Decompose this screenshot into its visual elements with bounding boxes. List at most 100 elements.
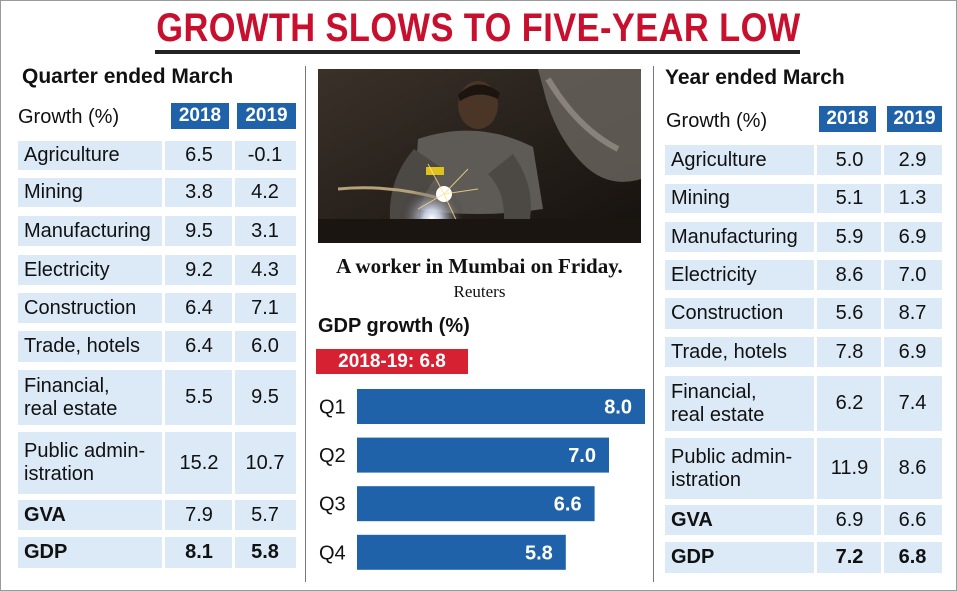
column-separator xyxy=(232,141,235,170)
column-separator xyxy=(881,505,884,535)
photo-caption-text: A worker in Mumbai on Friday. xyxy=(336,254,623,278)
row-label: Trade, hotels xyxy=(671,340,787,363)
column-separator xyxy=(162,216,165,246)
row-label: Electricity xyxy=(24,258,110,281)
column-separator xyxy=(814,505,817,535)
column-separator xyxy=(814,438,817,499)
gdp-annual-badge: 2018-19: 6.8 xyxy=(316,349,468,374)
value-2019: 10.7 xyxy=(245,451,285,474)
column-separator xyxy=(814,184,817,213)
value-2018: 7.9 xyxy=(185,503,213,526)
table-row: Construction 5.6 8.7 xyxy=(665,298,942,329)
column-separator xyxy=(881,337,884,367)
worker-photo xyxy=(318,69,641,243)
column-separator xyxy=(232,370,235,425)
value-2018: 15.2 xyxy=(179,451,219,474)
value-2019: 5.8 xyxy=(251,541,279,563)
table-row: Manufacturing 9.5 3.1 xyxy=(18,216,296,246)
year-growth-label: Growth (%) xyxy=(666,110,768,132)
table-row: Public admin- istration 15.2 10.7 xyxy=(18,432,296,494)
value-2018: 6.9 xyxy=(835,508,864,531)
column-separator xyxy=(814,145,817,175)
column-separator xyxy=(232,432,235,494)
table-row: Construction 6.4 7.1 xyxy=(18,293,296,323)
column-separator xyxy=(232,293,235,323)
table-row: Electricity 8.6 7.0 xyxy=(665,260,942,290)
worker-photo-illustration xyxy=(318,69,641,243)
row-label: Agriculture xyxy=(671,148,767,171)
value-2019: -0.1 xyxy=(247,144,283,166)
table-row: GVA 6.9 6.6 xyxy=(665,505,942,535)
bar-value-label: 6.6 xyxy=(554,494,582,516)
row-label: Construction xyxy=(671,302,784,324)
table-row: Agriculture 5.0 2.9 xyxy=(665,145,942,175)
column-separator xyxy=(162,370,165,425)
column-separator xyxy=(881,438,884,499)
column-separator xyxy=(162,432,165,494)
column-separator xyxy=(162,331,165,362)
value-2018: 5.0 xyxy=(835,148,864,171)
value-2019: 9.5 xyxy=(251,386,279,408)
column-separator xyxy=(162,500,165,530)
row-label: Mining xyxy=(671,187,730,209)
table-row: GVA 7.9 5.7 xyxy=(18,500,296,530)
table-row: Mining 3.8 4.2 xyxy=(18,178,296,207)
gdp-bar xyxy=(357,389,645,424)
value-2018: 6.5 xyxy=(185,144,213,166)
quarter-year-2018-badge: 2018 xyxy=(171,103,229,129)
column-separator xyxy=(814,260,817,290)
row-label: Electricity xyxy=(671,263,757,286)
column-separator xyxy=(814,376,817,431)
column-separator xyxy=(881,260,884,290)
column-separator xyxy=(232,500,235,530)
row-label: Public admin- istration xyxy=(671,445,793,491)
column-separator xyxy=(881,542,884,573)
value-2019: 6.9 xyxy=(898,225,927,248)
value-2018: 11.9 xyxy=(830,457,869,479)
column-separator xyxy=(232,178,235,207)
table-row: Financial, real estate 5.5 9.5 xyxy=(18,370,296,425)
value-2019: 8.7 xyxy=(898,302,927,324)
value-2019: 2.9 xyxy=(898,148,927,171)
divider-right xyxy=(653,66,654,582)
value-2019: 6.6 xyxy=(898,508,927,531)
bar-category-label: Q1 xyxy=(319,397,346,419)
value-2019: 3.1 xyxy=(251,219,279,242)
column-separator xyxy=(232,255,235,285)
gdp-bar xyxy=(357,486,595,522)
gdp-bar xyxy=(357,437,609,473)
column-separator xyxy=(881,222,884,252)
row-label: GDP xyxy=(24,541,68,563)
value-2019: 7.4 xyxy=(898,392,927,414)
divider-left xyxy=(305,66,306,582)
year-year-2018-badge: 2018 xyxy=(819,106,876,132)
value-2018: 7.2 xyxy=(835,546,864,568)
column-separator xyxy=(162,293,165,323)
table-row: Electricity 9.2 4.3 xyxy=(18,255,296,285)
row-label: Trade, hotels xyxy=(24,335,140,357)
table-row: Public admin- istration 11.9 8.6 xyxy=(665,438,942,499)
row-label: Manufacturing xyxy=(24,219,151,242)
value-2019: 6.9 xyxy=(898,340,927,363)
value-2018: 5.1 xyxy=(835,187,864,209)
value-2018: 9.5 xyxy=(185,219,213,242)
value-2018: 9.2 xyxy=(185,258,213,281)
bar-value-label: 5.8 xyxy=(525,542,553,564)
column-separator xyxy=(162,141,165,170)
column-separator xyxy=(814,222,817,252)
value-2019: 7.0 xyxy=(898,263,927,286)
row-label: Construction xyxy=(24,296,137,319)
value-2019: 4.2 xyxy=(251,181,279,203)
value-2018: 6.2 xyxy=(835,392,864,414)
year-year-2019-badge: 2019 xyxy=(887,106,942,132)
value-2019: 6.0 xyxy=(251,335,279,357)
column-separator xyxy=(232,537,235,568)
gdp-bar-chart: Q1 8.0 Q2 7.0 Q3 6.6 Q4 5.8 xyxy=(319,389,645,570)
column-separator xyxy=(814,337,817,367)
value-2018: 6.4 xyxy=(185,296,213,319)
row-label: Agriculture xyxy=(24,144,120,166)
column-separator xyxy=(232,216,235,246)
value-2019: 7.1 xyxy=(251,296,279,319)
column-separator xyxy=(162,178,165,207)
value-2018: 7.8 xyxy=(835,340,864,363)
